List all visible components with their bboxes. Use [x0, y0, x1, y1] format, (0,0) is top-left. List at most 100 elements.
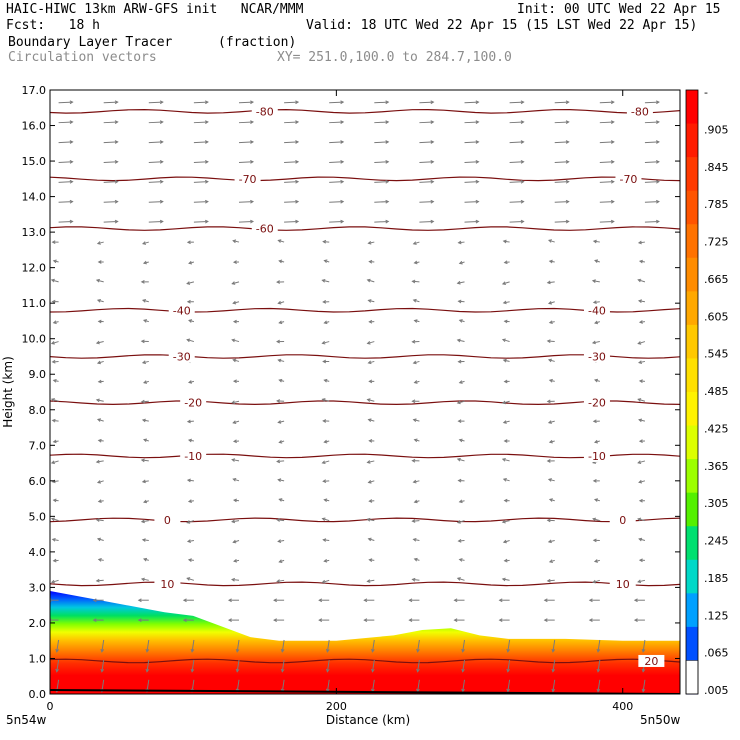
vector-arrow-head: [231, 400, 236, 405]
vector-arrow-head: [50, 278, 55, 283]
vector-arrow: [58, 121, 73, 124]
vector-arrow: [509, 161, 524, 163]
vector-arrow: [547, 340, 555, 343]
vector-arrow-head: [638, 259, 643, 264]
vector-arrow-head: [655, 160, 660, 164]
vector-arrow-head: [231, 338, 236, 343]
vector-arrow: [599, 201, 614, 203]
vector-arrow-head: [204, 100, 209, 105]
vector-arrow-head: [97, 319, 102, 324]
vector-arrow-head: [588, 618, 593, 622]
vector-arrow-head: [143, 557, 148, 562]
vector-arrow-head: [366, 398, 371, 402]
vector-arrow: [597, 639, 601, 652]
vector-arrow: [507, 679, 511, 692]
vector-arrow: [322, 460, 330, 464]
contour-label-bg: [615, 172, 642, 185]
vector-arrow-head: [50, 460, 55, 465]
colorbar-label: .305: [704, 497, 729, 510]
contour-label-bg: [168, 304, 195, 317]
vector-arrow-head: [114, 140, 119, 144]
vector-arrow-head: [100, 668, 105, 673]
contour-line--30: [50, 354, 680, 359]
vector-arrow: [374, 220, 389, 223]
vector-arrow-head: [366, 579, 371, 583]
field-units: (fraction): [218, 35, 297, 50]
vector-arrow-head: [638, 360, 643, 364]
vector-arrow-head: [368, 319, 373, 324]
vector-arrow-head: [69, 160, 74, 164]
vector-arrow-head: [506, 668, 511, 673]
vector-arrow-head: [114, 120, 119, 124]
init-time: Init: 00 UTC Wed 22 Apr 15: [517, 2, 721, 17]
vector-arrow: [644, 181, 659, 183]
valid-time: Valid: 18 UTC Wed 22 Apr 15 (15 LST Wed …: [306, 18, 698, 33]
vector-arrow-head: [385, 219, 390, 224]
vector-arrow: [103, 161, 118, 163]
vector-arrow-head: [547, 478, 552, 482]
vector-arrow: [141, 459, 149, 462]
vector-arrow-head: [637, 278, 642, 283]
vector-arrow-head: [100, 648, 105, 653]
vector-arrow-head: [501, 338, 506, 343]
vector-arrow: [509, 101, 524, 104]
vector-arrow: [238, 141, 254, 144]
vector-arrow-head: [280, 648, 285, 653]
vector-arrow-head: [637, 517, 642, 522]
vector-arrow-head: [250, 120, 255, 124]
vector-arrow-head: [368, 499, 373, 503]
vector-arrow-head: [430, 219, 435, 224]
vector-arrow: [148, 161, 163, 163]
vector-arrow-head: [51, 299, 56, 304]
vector-arrow-head: [278, 439, 283, 444]
vector-arrow-head: [235, 648, 240, 653]
contour-label--80: -80: [256, 105, 274, 118]
contour-label--70: -70: [239, 173, 257, 186]
vector-arrow-head: [190, 648, 195, 653]
x-tick-label: 400: [612, 700, 633, 713]
y-tick-label: 6.0: [29, 475, 47, 488]
vector-arrow: [236, 639, 240, 652]
vector-arrow-head: [321, 398, 326, 402]
vector-arrow-head: [323, 439, 328, 444]
vector-arrow-head: [546, 280, 551, 285]
vector-arrow: [322, 341, 330, 344]
vector-arrow: [457, 577, 465, 581]
vector-arrow: [644, 220, 659, 223]
vector-arrow-head: [520, 100, 525, 105]
vector-arrow: [58, 101, 73, 104]
vector-arrow: [51, 518, 59, 522]
vector-arrow: [638, 341, 646, 345]
vector-arrow-head: [140, 279, 145, 284]
vector-arrow-head: [411, 339, 416, 344]
vector-arrow-head: [520, 219, 525, 224]
contour-line-20: [50, 658, 680, 664]
vector-arrow-head: [204, 199, 209, 204]
vector-arrow-head: [340, 219, 345, 224]
vector-arrow: [464, 161, 479, 163]
vector-arrow-head: [186, 281, 191, 285]
y-tick-label: 16.0: [22, 120, 47, 133]
vector-arrow-head: [412, 360, 417, 365]
vector-arrow-head: [588, 598, 593, 603]
vector-arrow-head: [501, 457, 506, 462]
vector-arrow-head: [231, 281, 236, 285]
contour-label-bg: [234, 172, 261, 185]
vector-arrow: [326, 659, 330, 672]
vector-arrow: [96, 460, 104, 463]
vector-arrow-head: [295, 199, 300, 204]
vector-arrow-head: [411, 519, 416, 523]
vector-arrow-head: [610, 219, 615, 224]
vector-arrow: [277, 579, 285, 582]
vector-arrow-head: [371, 648, 375, 653]
vector-arrow-head: [547, 420, 552, 424]
colorbar-label: .665: [704, 273, 729, 286]
vector-arrow-head: [97, 379, 102, 384]
vector-arrow: [554, 121, 569, 124]
vector-arrow-head: [458, 380, 463, 384]
colorbar-label: .485: [704, 385, 729, 398]
vector-arrow-head: [190, 668, 195, 673]
contour-label-0: 0: [164, 514, 171, 527]
vector-arrow: [284, 161, 299, 163]
contour-label--30: -30: [588, 350, 606, 363]
